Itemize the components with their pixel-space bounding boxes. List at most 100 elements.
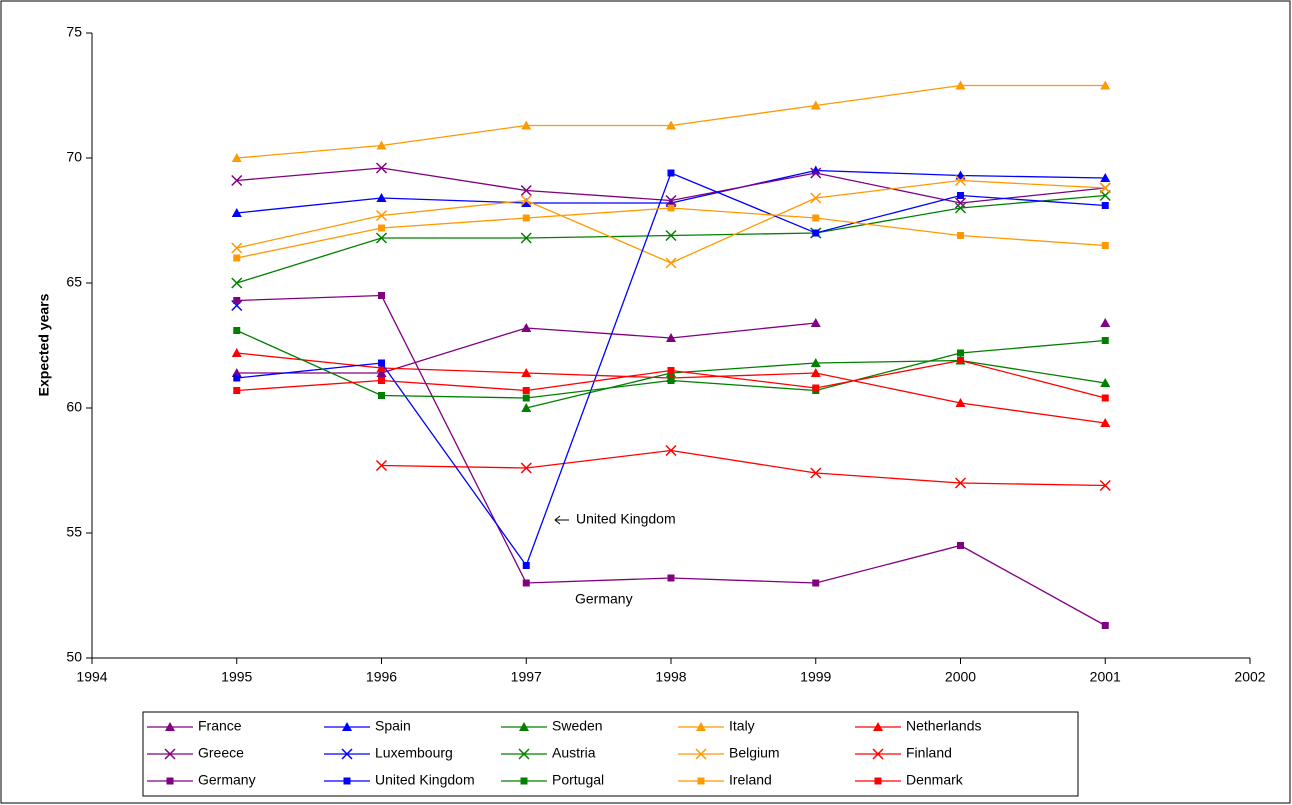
data-point xyxy=(233,254,241,262)
data-point xyxy=(1101,337,1109,344)
legend-label: Spain xyxy=(375,718,411,734)
data-point xyxy=(1100,418,1111,427)
data-point xyxy=(376,363,387,372)
annotation-arrow xyxy=(554,515,569,525)
y-tick-label: 75 xyxy=(66,24,82,40)
data-point xyxy=(955,398,966,407)
data-point xyxy=(231,174,243,187)
x-tick-label: 1998 xyxy=(655,669,686,685)
series-line xyxy=(381,449,1106,487)
data-point xyxy=(376,193,387,202)
data-point xyxy=(522,579,530,587)
legend-label: Sweden xyxy=(552,718,603,734)
data-point xyxy=(378,377,385,384)
legend-marker xyxy=(872,748,884,760)
legend-marker xyxy=(164,748,176,760)
data-point xyxy=(810,165,821,175)
data-point xyxy=(954,477,967,489)
data-point xyxy=(233,374,241,382)
x-tick-label: 1995 xyxy=(221,669,252,685)
annotation: Germany xyxy=(575,591,633,607)
data-point xyxy=(957,542,964,549)
data-point xyxy=(810,368,821,377)
legend-marker xyxy=(696,722,706,731)
data-point xyxy=(957,232,964,239)
data-point xyxy=(812,579,820,587)
legend-label: Portugal xyxy=(552,772,604,788)
y-tick-label: 60 xyxy=(66,399,82,415)
legend-marker xyxy=(873,722,883,731)
legend-label: Germany xyxy=(198,772,256,788)
data-point xyxy=(521,323,532,332)
data-point xyxy=(521,403,532,412)
data-point xyxy=(375,209,388,222)
data-point xyxy=(231,348,242,357)
legend-label: Italy xyxy=(729,718,755,734)
data-point xyxy=(522,214,530,222)
data-point xyxy=(521,120,532,130)
data-point xyxy=(667,367,675,374)
data-point xyxy=(954,174,967,187)
legend-label: United Kingdom xyxy=(375,772,475,788)
data-point xyxy=(375,162,388,174)
data-point xyxy=(667,377,675,384)
data-point xyxy=(231,153,242,162)
data-point xyxy=(665,257,677,269)
data-point xyxy=(1101,394,1109,402)
legend-label: Ireland xyxy=(729,772,772,788)
data-point xyxy=(378,392,385,399)
data-point xyxy=(810,358,821,367)
y-tick-label: 50 xyxy=(66,649,82,665)
x-tick-label: 2000 xyxy=(945,669,976,685)
data-point xyxy=(1099,182,1111,194)
data-point xyxy=(375,459,388,472)
data-point xyxy=(1100,378,1111,387)
data-point xyxy=(378,292,385,299)
legend-label: Belgium xyxy=(729,745,780,761)
data-point xyxy=(1100,318,1111,327)
legend-marker xyxy=(342,722,352,731)
data-point xyxy=(521,198,532,207)
data-point xyxy=(375,232,388,244)
x-tick-label: 2001 xyxy=(1090,669,1121,685)
legend-label: Luxembourg xyxy=(375,745,453,761)
legend-label: France xyxy=(198,718,242,734)
data-point xyxy=(810,100,821,110)
legend-marker xyxy=(697,777,705,785)
data-point xyxy=(666,120,676,130)
data-point xyxy=(810,192,822,204)
y-tick-label: 65 xyxy=(66,274,82,290)
data-point xyxy=(231,242,243,254)
data-point xyxy=(665,194,677,207)
data-point xyxy=(376,140,387,150)
data-point xyxy=(1101,622,1109,629)
data-point xyxy=(520,232,532,244)
data-point xyxy=(665,444,677,457)
data-point xyxy=(521,368,532,377)
legend-marker xyxy=(695,748,707,760)
data-point xyxy=(955,80,966,90)
data-point xyxy=(812,384,820,392)
data-point xyxy=(376,368,387,377)
data-point xyxy=(233,327,241,334)
annotation: United Kingdom xyxy=(576,511,676,527)
data-point xyxy=(233,387,241,394)
data-point xyxy=(812,229,820,237)
data-point xyxy=(520,194,532,207)
legend-marker xyxy=(166,777,174,785)
data-point xyxy=(666,333,676,342)
data-point xyxy=(1100,173,1111,182)
data-point xyxy=(954,202,967,214)
legend-box xyxy=(142,711,1079,797)
data-point xyxy=(957,349,964,357)
data-point xyxy=(522,394,530,402)
y-axis-label: Expected years xyxy=(36,293,52,396)
data-point xyxy=(667,204,675,212)
legend-label: Greece xyxy=(198,745,244,761)
legend-label: Austria xyxy=(552,745,596,761)
data-point xyxy=(233,297,241,304)
data-point xyxy=(1101,202,1109,209)
data-point xyxy=(810,318,821,327)
legend-marker xyxy=(341,748,353,760)
